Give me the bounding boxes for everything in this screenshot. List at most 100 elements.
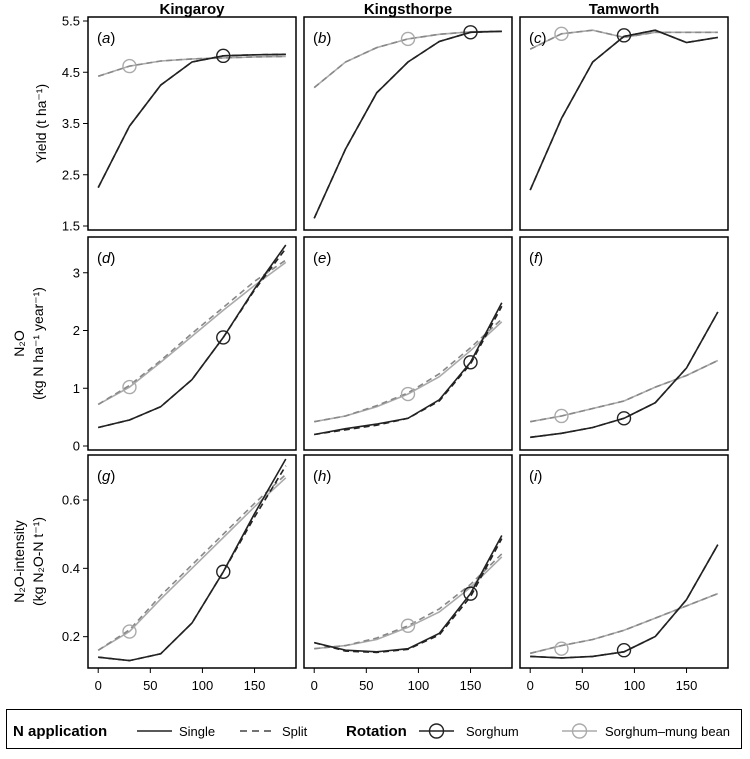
series-line-single-sorghum [98,244,287,429]
series-line-split-mung [314,553,503,650]
y-tick-label: 1 [73,381,80,396]
legend-mung-marker [571,723,588,739]
series-line-single-sorghum [97,53,286,188]
marker-sorghum [216,564,231,579]
series-line-single-mung [97,477,287,651]
marker-mung [554,26,569,42]
y-axis-label-row2-line1: N₂O [11,330,27,357]
y-tick-label: 0.6 [62,493,80,508]
marker-sorghum [463,25,478,40]
panel-label: (a) [97,30,115,47]
marker-mung [122,379,137,395]
y-tick-label: 3.5 [62,116,80,131]
panel-label: (c) [529,30,547,47]
series-line-single-mung [314,556,503,650]
figure-canvas: Kingaroy Kingsthorpe Tamworth Yield (t ha⁻¹… [11,1,729,693]
x-tick-label: 0 [95,678,102,693]
y-tick-label: 2.5 [62,167,80,182]
series-line-single-sorghum [529,29,718,191]
x-tick-label: 0 [311,678,318,693]
series-line-single-sorghum [314,535,503,653]
series-line-split-sorghum [313,30,502,219]
y-axis-label-row3-line1: N₂O-intensity [11,520,27,602]
panel-frame [303,236,513,451]
y-tick-label: 2 [73,323,80,338]
panel-d: 0 1 2 3 (d) [73,236,297,454]
legend-rotation-title: Rotation [346,723,407,740]
x-tick-label: 50 [143,678,157,693]
series-line-split-sorghum [313,538,503,654]
marker-mung [400,31,416,47]
panel-label: (b) [313,30,331,47]
x-tick-label: 150 [676,678,698,693]
marker-mung [400,618,416,633]
series-line-split-sorghum [314,305,503,436]
panel-frame [519,236,729,451]
x-tick-label: 150 [460,678,482,693]
series-line-split-sorghum [530,544,719,659]
marker-sorghum [616,28,632,43]
y-axis-label-row2-line2: (kg N ha⁻¹ year⁻¹) [30,287,46,400]
panel-label: (f) [529,250,543,267]
marker-sorghum [616,411,632,426]
legend-sorghum-label: Sorghum [466,724,519,739]
series-line-split-mung [97,259,287,406]
x-tick-label: 50 [575,678,589,693]
marker-sorghum [463,586,478,601]
marker-mung [554,641,569,656]
x-tick-label: 100 [192,678,214,693]
y-axis-label-row3-line2: (kg N₂O-N t⁻¹) [30,517,46,606]
marker-mung [122,58,137,74]
panel-label: (h) [313,468,331,485]
x-tick-label: 100 [408,678,430,693]
y-tick-label: 0 [73,439,80,454]
panel-frame [303,454,513,669]
panel-frame [519,16,729,231]
marker-sorghum [216,330,231,345]
marker-sorghum [216,48,231,64]
panel-label: (g) [97,468,115,485]
series-line-single-sorghum [313,30,502,219]
y-tick-label: 4.5 [62,65,80,80]
column-title-tamworth: Tamworth [589,1,660,18]
series-line-single-mung [314,321,503,423]
legend-sorghum-marker [428,723,445,739]
marker-mung [122,624,137,639]
panel-frame [303,16,513,231]
series-line-split-sorghum [529,29,718,191]
x-tick-label: 0 [527,678,534,693]
marker-mung [400,386,416,402]
series-line-split-mung [97,473,287,651]
panel-b: (b) [303,16,513,231]
marker-sorghum [616,643,632,658]
legend-canvas: N application Single Split Rotation Sorg… [13,723,730,740]
series-line-split-mung [314,318,503,423]
legend-single-label: Single [179,724,215,739]
legend-n-application-title: N application [13,723,107,740]
x-tick-label: 50 [359,678,373,693]
y-tick-label: 3 [73,265,80,280]
panel-a: 1.5 2.5 3.5 4.5 5.5 (a) [62,14,297,234]
series-line-split-mung [530,592,719,655]
panel-h: 0 50 100 150 (h) [303,454,513,693]
series-line-single-sorghum [98,458,287,662]
series-line-split-mung [530,359,719,423]
y-tick-label: 5.5 [62,14,80,29]
panel-frame [87,454,297,669]
series-line-split-mung [313,30,502,89]
y-axis-label-row1-line1: Yield (t ha⁻¹) [33,84,49,163]
series-line-single-sorghum [530,311,719,439]
y-tick-label: 1.5 [62,219,80,234]
column-title-kingsthorpe: Kingsthorpe [364,1,452,18]
series-line-split-mung [529,29,718,50]
panel-label: (d) [97,250,115,267]
series-line-single-mung [97,261,287,406]
marker-mung [554,408,569,424]
legend: N application Single Split Rotation Sorg… [6,709,742,749]
panel-frame [519,454,729,669]
series-line-split-sorghum [97,53,286,188]
x-tick-label: 100 [624,678,646,693]
series-line-single-sorghum [314,302,503,436]
marker-sorghum [463,355,478,370]
panel-f: (f) [519,236,729,451]
